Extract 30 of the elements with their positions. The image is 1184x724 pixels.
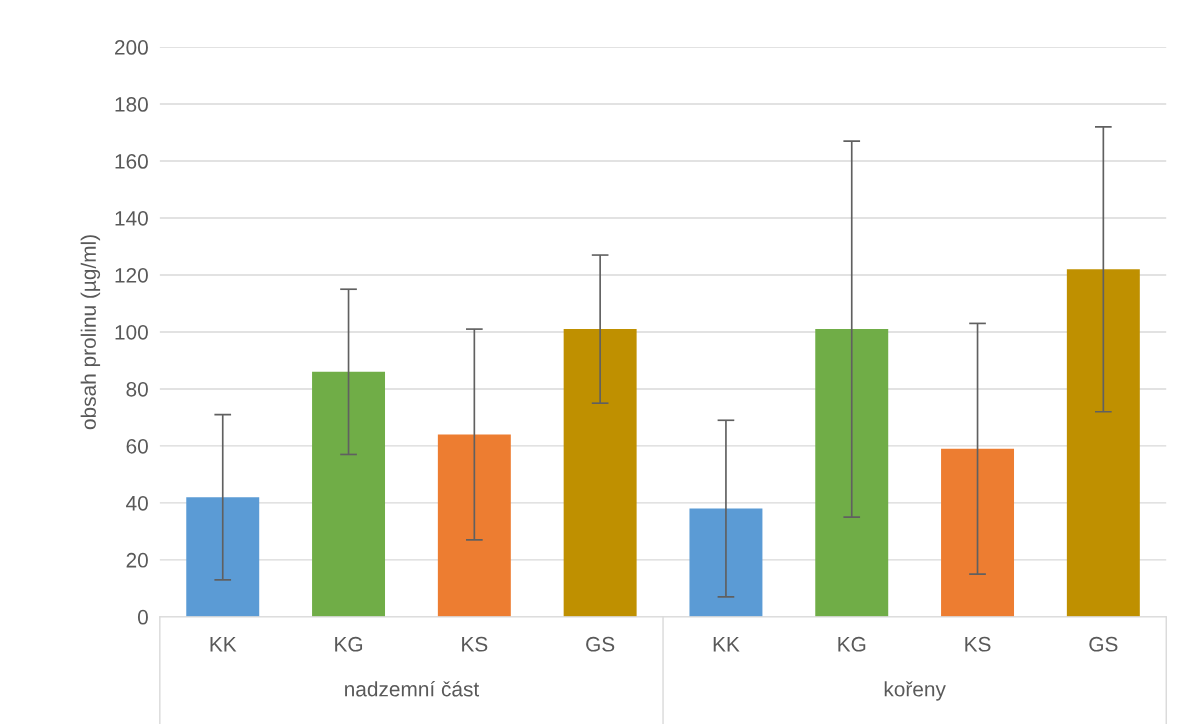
y-tick-label: 60 — [126, 438, 148, 454]
y-tick-label: 180 — [115, 97, 148, 112]
bar — [312, 371, 386, 617]
y-tick-label: 40 — [126, 495, 148, 511]
bar — [689, 508, 763, 617]
x-tick-label: KG — [335, 636, 363, 652]
x-tick-label: GS — [586, 636, 615, 652]
y-tick-label: 100 — [115, 324, 148, 340]
bar — [563, 329, 637, 617]
y-tick-label: 160 — [115, 154, 148, 169]
bar — [1066, 269, 1140, 617]
bar — [941, 448, 1015, 617]
y-tick-label: 80 — [126, 381, 148, 397]
y-tick-label: 140 — [115, 211, 148, 226]
bar — [186, 497, 260, 617]
text: kořeny — [884, 681, 946, 701]
x-tick-label: KG — [838, 636, 866, 652]
y-tick-label: 20 — [126, 552, 148, 568]
x-tick-label: KS — [965, 636, 991, 652]
bar — [437, 434, 511, 617]
text: nadzemní část — [345, 680, 480, 697]
bar — [815, 329, 889, 617]
x-tick-label: KK — [713, 637, 740, 652]
y-tick-label: 120 — [115, 267, 148, 283]
y-tick-label: 0 — [137, 609, 148, 625]
y-tick-label: 200 — [115, 40, 148, 55]
x-tick-label: KK — [210, 637, 237, 652]
y-axis-title: obsah prolinu (µg/ml) — [80, 235, 101, 430]
x-tick-label: GS — [1089, 636, 1118, 652]
x-tick-label: KS — [462, 636, 488, 652]
